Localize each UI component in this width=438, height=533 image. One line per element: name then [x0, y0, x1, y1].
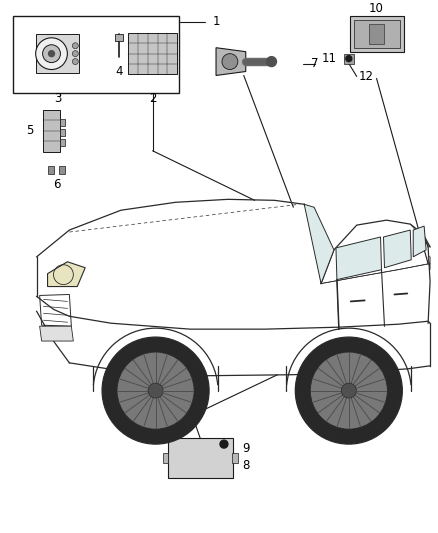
- Polygon shape: [413, 226, 426, 257]
- Bar: [60, 129, 65, 136]
- Bar: [169, 438, 233, 478]
- Text: 10: 10: [369, 2, 384, 14]
- Text: 1: 1: [212, 15, 220, 28]
- Circle shape: [42, 45, 60, 62]
- Text: 5: 5: [26, 125, 34, 138]
- Polygon shape: [304, 204, 334, 284]
- Circle shape: [346, 55, 352, 62]
- Bar: [60, 166, 65, 174]
- Bar: [162, 453, 169, 463]
- Bar: [42, 110, 60, 152]
- Polygon shape: [336, 237, 381, 280]
- Circle shape: [341, 383, 356, 398]
- Text: 2: 2: [149, 92, 156, 105]
- Bar: [35, 34, 79, 74]
- Polygon shape: [48, 262, 85, 287]
- Text: 4: 4: [115, 65, 123, 78]
- Bar: [354, 20, 400, 48]
- Circle shape: [117, 352, 194, 429]
- Circle shape: [102, 337, 209, 444]
- Circle shape: [310, 352, 387, 429]
- Polygon shape: [384, 230, 411, 268]
- Polygon shape: [216, 48, 246, 76]
- Bar: [128, 33, 177, 75]
- Circle shape: [267, 56, 276, 67]
- Circle shape: [222, 54, 238, 69]
- Bar: [48, 166, 53, 174]
- Circle shape: [72, 59, 78, 64]
- Bar: [232, 453, 238, 463]
- Polygon shape: [428, 257, 430, 270]
- Bar: [115, 34, 123, 41]
- Polygon shape: [39, 326, 73, 341]
- Circle shape: [49, 51, 54, 56]
- Bar: [344, 54, 354, 63]
- Bar: [60, 119, 65, 126]
- Text: 12: 12: [359, 70, 374, 83]
- Text: 9: 9: [242, 441, 249, 455]
- Circle shape: [148, 383, 163, 398]
- Bar: [60, 139, 65, 146]
- Circle shape: [72, 43, 78, 49]
- Circle shape: [220, 440, 228, 448]
- Bar: [13, 16, 179, 93]
- Bar: [369, 24, 385, 44]
- Bar: [350, 16, 404, 52]
- Text: 6: 6: [53, 178, 60, 191]
- Text: 8: 8: [242, 459, 249, 472]
- Circle shape: [72, 51, 78, 56]
- Text: 11: 11: [322, 52, 337, 65]
- Circle shape: [295, 337, 403, 444]
- Circle shape: [35, 38, 67, 69]
- Text: 3: 3: [54, 92, 61, 105]
- Text: 7: 7: [311, 57, 319, 70]
